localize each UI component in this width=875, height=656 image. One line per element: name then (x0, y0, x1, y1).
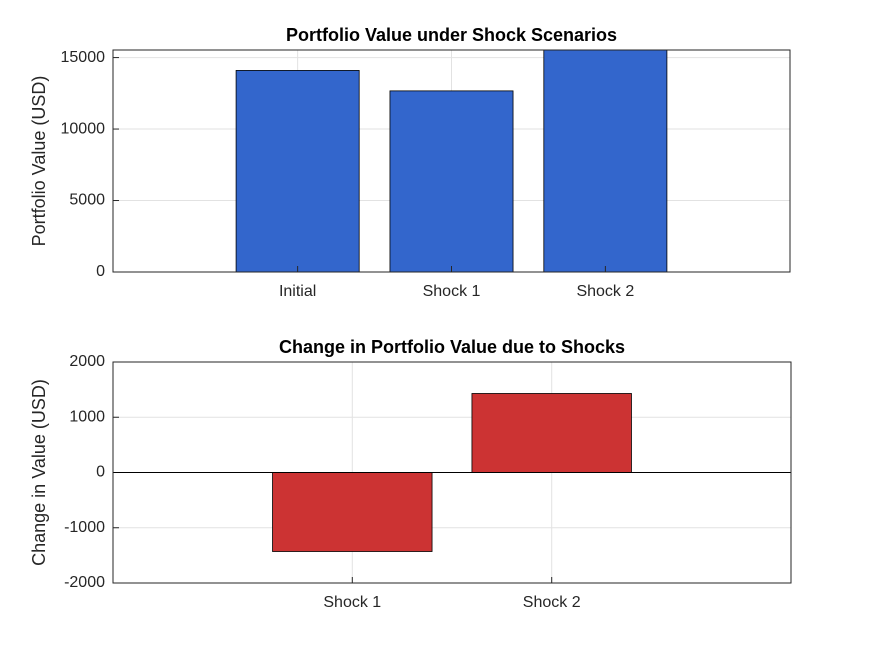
bar (543, 49, 668, 273)
x-tick-label: Shock 1 (323, 594, 381, 611)
axes-frame (112, 361, 792, 584)
x-tick-label: Shock 2 (576, 283, 634, 300)
bar (235, 70, 360, 273)
x-tick-label: Shock 2 (523, 594, 581, 611)
y-tick-label: -2000 (64, 574, 105, 591)
chart-title: Change in Portfolio Value due to Shocks (279, 337, 625, 357)
y-tick-label: 15000 (61, 49, 106, 66)
bar (389, 90, 514, 273)
y-tick-label: 0 (96, 464, 105, 481)
bar (471, 393, 632, 473)
bar (272, 472, 433, 552)
x-tick-label: Shock 1 (423, 283, 481, 300)
axes-frame (112, 49, 791, 273)
y-axis-label: Portfolio Value (USD) (29, 76, 49, 247)
y-tick-label: 10000 (61, 120, 106, 137)
y-tick-label: 0 (96, 263, 105, 280)
y-tick-label: 5000 (69, 192, 105, 209)
x-tick-label: Initial (279, 283, 316, 300)
y-tick-label: 2000 (69, 353, 105, 370)
chart-title: Portfolio Value under Shock Scenarios (286, 25, 617, 45)
y-tick-label: 1000 (69, 408, 105, 425)
y-tick-label: -1000 (64, 519, 105, 536)
y-axis-label: Change in Value (USD) (29, 379, 49, 566)
